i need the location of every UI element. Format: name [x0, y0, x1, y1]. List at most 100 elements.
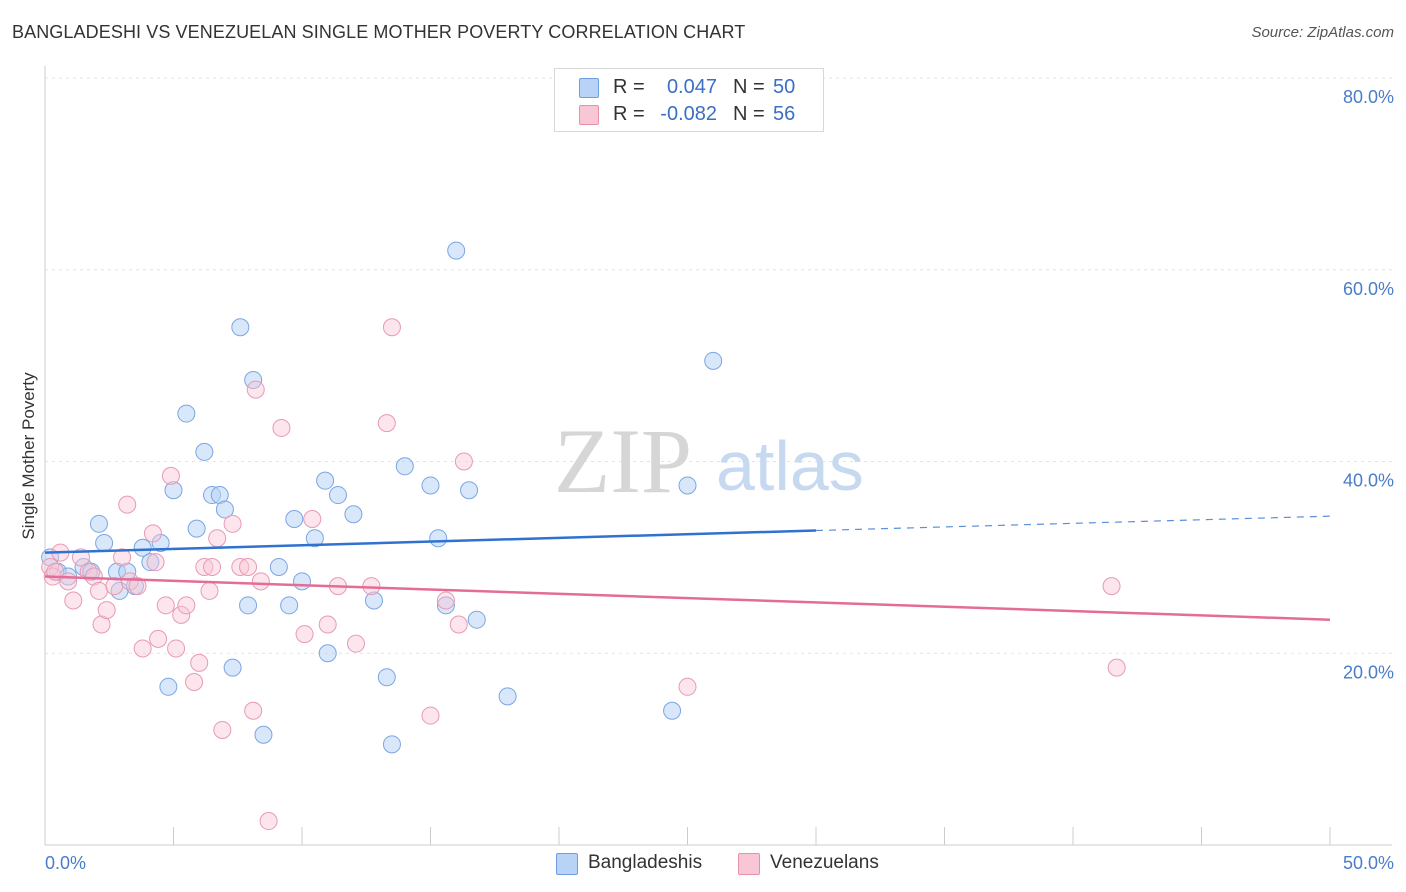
- x-tick-label: 50.0%: [1343, 853, 1394, 873]
- venezuelans-point: [128, 577, 147, 596]
- legend-r-value: 0.047: [666, 76, 717, 98]
- bottom-legend-swatch-bangladeshis: [556, 853, 578, 875]
- bangladeshis-point: [318, 644, 337, 663]
- watermark-atlas: atlas: [716, 427, 864, 505]
- bangladeshis-trend-extension: [815, 515, 1331, 532]
- venezuelans-point: [92, 615, 111, 634]
- bangladeshis-point: [164, 481, 183, 500]
- bangladeshis-point: [436, 596, 455, 615]
- axes: [44, 66, 1392, 846]
- venezuelans-point: [1107, 658, 1126, 677]
- correlation-legend: R = 0.047 N = 50 R = -0.082 N = 56: [554, 68, 824, 132]
- bangladeshis-point: [328, 486, 347, 505]
- legend-r-label: R =: [613, 103, 645, 125]
- legend-n-label: N =: [733, 76, 765, 98]
- bangladeshis-trend-line: [44, 529, 817, 554]
- bangladeshis-point: [269, 557, 288, 576]
- venezuelans-point: [295, 625, 314, 644]
- venezuelans-point: [71, 548, 90, 567]
- bottom-legend-venezuelans: Venezuelans: [738, 852, 908, 876]
- venezuelans-point: [246, 380, 265, 399]
- venezuelans-point: [454, 452, 473, 471]
- venezuelans-point: [167, 639, 186, 658]
- venezuelans-point: [259, 812, 278, 831]
- chart-title: BANGLADESHI VS VENEZUELAN SINGLE MOTHER …: [12, 22, 746, 42]
- venezuelans-point: [382, 318, 401, 337]
- bangladeshis-point: [187, 519, 206, 538]
- bangladeshis-point: [285, 510, 304, 529]
- venezuelans-points: [41, 318, 1126, 831]
- venezuelans-point: [231, 557, 250, 576]
- venezuelans-point: [318, 615, 337, 634]
- bangladeshis-point: [231, 318, 250, 337]
- venezuelans-point: [208, 529, 227, 548]
- bangladeshis-point: [344, 505, 363, 524]
- venezuelans-point: [89, 581, 108, 600]
- venezuelans-point: [161, 466, 180, 485]
- venezuelans-point: [84, 567, 103, 586]
- venezuelans-point: [436, 591, 455, 610]
- watermark: ZIP atlas: [554, 410, 864, 512]
- venezuelans-point: [200, 581, 219, 600]
- y-tick-label: 80.0%: [1343, 87, 1394, 107]
- bottom-legend-label: Venezuelans: [770, 852, 879, 873]
- venezuelans-point: [244, 701, 263, 720]
- bangladeshis-point: [151, 533, 170, 552]
- bangladeshis-point: [215, 500, 234, 519]
- bangladeshis-point: [364, 591, 383, 610]
- venezuelans-point: [239, 557, 258, 576]
- bottom-legend-swatch-venezuelans: [738, 853, 760, 875]
- legend-r-label: R =: [613, 76, 645, 98]
- bangladeshis-point: [95, 533, 114, 552]
- x-tick-label: 0.0%: [45, 853, 86, 873]
- bangladeshis-points: [41, 241, 723, 754]
- venezuelans-trend-line: [44, 575, 1331, 621]
- bottom-legend-bangladeshis: Bangladeshis: [556, 852, 726, 876]
- bangladeshis-point: [663, 701, 682, 720]
- venezuelans-point: [251, 572, 270, 591]
- bangladeshis-point: [678, 476, 697, 495]
- bangladeshis-point: [498, 687, 517, 706]
- bangladeshis-point: [467, 610, 486, 629]
- bangladeshis-point: [159, 677, 178, 696]
- venezuelans-point: [172, 605, 191, 624]
- watermark-zip: ZIP: [554, 410, 692, 512]
- venezuelans-point: [113, 548, 132, 567]
- bangladeshis-point: [141, 553, 160, 572]
- bangladeshis-point: [254, 725, 273, 744]
- venezuelans-point: [185, 673, 204, 692]
- venezuelans-point: [97, 601, 116, 620]
- venezuelans-point: [143, 524, 162, 543]
- source-label: Source: ZipAtlas.com: [1251, 24, 1394, 41]
- bangladeshis-point: [429, 529, 448, 548]
- y-tick-label: 40.0%: [1343, 471, 1394, 491]
- bangladeshis-point: [421, 476, 440, 495]
- venezuelans-point: [149, 629, 168, 648]
- venezuelans-point: [678, 677, 697, 696]
- venezuelans-point: [1102, 577, 1121, 596]
- legend-n-value: 56: [773, 103, 796, 125]
- bangladeshis-point: [177, 404, 196, 423]
- venezuelans-point: [118, 495, 137, 514]
- bangladeshis-point: [280, 596, 299, 615]
- bangladeshis-point: [305, 529, 324, 548]
- bangladeshis-point: [316, 471, 335, 490]
- tick-labels: 0.0% 50.0% 20.0% 40.0% 60.0% 80.0%: [45, 87, 1394, 873]
- legend-n-label: N =: [733, 103, 765, 125]
- trend-lines: [44, 515, 1331, 621]
- venezuelans-point: [223, 514, 242, 533]
- venezuelans-point: [272, 418, 291, 437]
- legend-swatch-bangladeshis: [579, 78, 599, 98]
- bottom-legend-label: Bangladeshis: [588, 852, 703, 873]
- bangladeshis-point: [223, 658, 242, 677]
- y-axis-label: Single Mother Poverty: [19, 372, 38, 540]
- venezuelans-point: [64, 591, 83, 610]
- venezuelans-point: [203, 557, 222, 576]
- bangladeshis-point: [239, 596, 258, 615]
- bangladeshis-point: [704, 351, 723, 370]
- bangladeshis-point: [382, 735, 401, 754]
- venezuelans-point: [79, 562, 98, 581]
- venezuelans-point: [133, 639, 152, 658]
- bangladeshis-point: [195, 442, 214, 461]
